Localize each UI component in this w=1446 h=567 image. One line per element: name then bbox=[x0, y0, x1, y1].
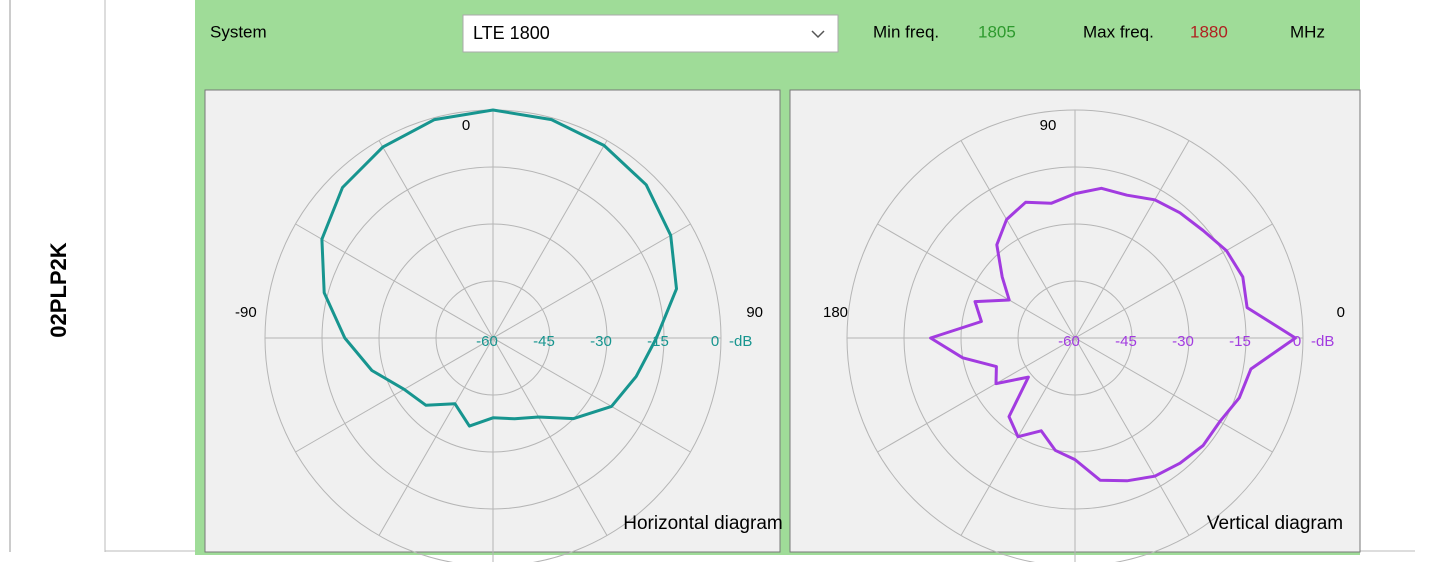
spoke bbox=[877, 223, 1273, 453]
pattern-curve bbox=[929, 186, 1297, 483]
max-label: Max freq. bbox=[1083, 22, 1154, 41]
r-tick-label: -30 bbox=[590, 333, 612, 350]
pattern-curve bbox=[320, 108, 678, 428]
angle-label: 90 bbox=[746, 304, 763, 321]
max-value: 1880 bbox=[1190, 22, 1228, 41]
r-tick-label: -45 bbox=[1115, 333, 1137, 350]
angle-label: -90 bbox=[235, 304, 257, 321]
r-tick-label: 0 bbox=[1293, 333, 1301, 350]
min-value: 1805 bbox=[978, 22, 1016, 41]
unit: MHz bbox=[1290, 22, 1325, 41]
ring bbox=[378, 223, 608, 453]
r-unit: -dB bbox=[729, 333, 752, 350]
r-tick-label: -45 bbox=[533, 333, 555, 350]
angle-label: 0 bbox=[462, 117, 470, 134]
ring bbox=[960, 223, 1190, 453]
angle-label: 180 bbox=[823, 304, 848, 321]
ring bbox=[435, 280, 551, 396]
system-combo[interactable] bbox=[462, 14, 839, 53]
r-unit: -dB bbox=[1311, 333, 1334, 350]
system-label: System bbox=[210, 22, 267, 41]
r-tick-label: 0 bbox=[711, 333, 719, 350]
side-label: 02PLP2K bbox=[46, 242, 71, 337]
r-tick-label: -15 bbox=[1229, 333, 1251, 350]
angle-label: 90 bbox=[1040, 117, 1057, 134]
ring bbox=[321, 166, 665, 510]
r-tick-label: -30 bbox=[1172, 333, 1194, 350]
r-tick-label: -60 bbox=[1058, 333, 1080, 350]
angle-label: 0 bbox=[1337, 304, 1345, 321]
ring bbox=[1017, 280, 1133, 396]
ring bbox=[903, 166, 1247, 510]
spoke bbox=[295, 223, 691, 453]
diagram-title: Horizontal diagram bbox=[623, 513, 782, 534]
r-tick-label: -60 bbox=[476, 333, 498, 350]
diagram-title: Vertical diagram bbox=[1207, 513, 1343, 534]
min-label: Min freq. bbox=[873, 22, 939, 41]
system-value: LTE 1800 bbox=[473, 23, 550, 43]
chevron[interactable] bbox=[811, 30, 825, 39]
